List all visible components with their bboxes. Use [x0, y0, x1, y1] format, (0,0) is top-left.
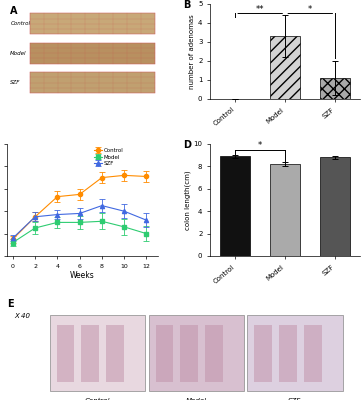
Bar: [270, 164, 300, 256]
Text: B: B: [183, 0, 190, 10]
Text: SZF: SZF: [288, 398, 302, 400]
Bar: [220, 156, 250, 256]
Bar: [155, 325, 173, 382]
Bar: [149, 316, 244, 391]
Bar: [205, 325, 223, 382]
Text: *: *: [308, 4, 312, 14]
Bar: [320, 158, 350, 256]
Bar: [320, 78, 350, 99]
Bar: [57, 325, 74, 382]
Text: *: *: [258, 142, 262, 150]
Bar: [304, 325, 321, 382]
Y-axis label: colon length(cm): colon length(cm): [184, 170, 191, 230]
Bar: [30, 43, 155, 64]
Legend: Control, Model, SZF: Control, Model, SZF: [93, 147, 124, 167]
Text: Model: Model: [186, 398, 207, 400]
Bar: [106, 325, 124, 382]
Text: Control: Control: [10, 22, 30, 26]
Bar: [248, 316, 343, 391]
Text: D: D: [183, 140, 191, 150]
Bar: [50, 316, 145, 391]
Text: E: E: [7, 299, 14, 309]
Bar: [82, 325, 99, 382]
Text: **: **: [256, 4, 264, 14]
Bar: [180, 325, 198, 382]
Bar: [30, 72, 155, 93]
Text: Model: Model: [10, 51, 27, 56]
Y-axis label: number of adenomas: number of adenomas: [189, 14, 195, 89]
X-axis label: Weeks: Weeks: [70, 272, 95, 280]
Bar: [30, 14, 155, 34]
Bar: [279, 325, 297, 382]
Bar: [254, 325, 272, 382]
Bar: [270, 36, 300, 99]
Text: X 40: X 40: [14, 313, 30, 319]
Text: Control: Control: [84, 398, 110, 400]
Text: A: A: [10, 6, 18, 16]
Text: SZF: SZF: [10, 80, 21, 85]
